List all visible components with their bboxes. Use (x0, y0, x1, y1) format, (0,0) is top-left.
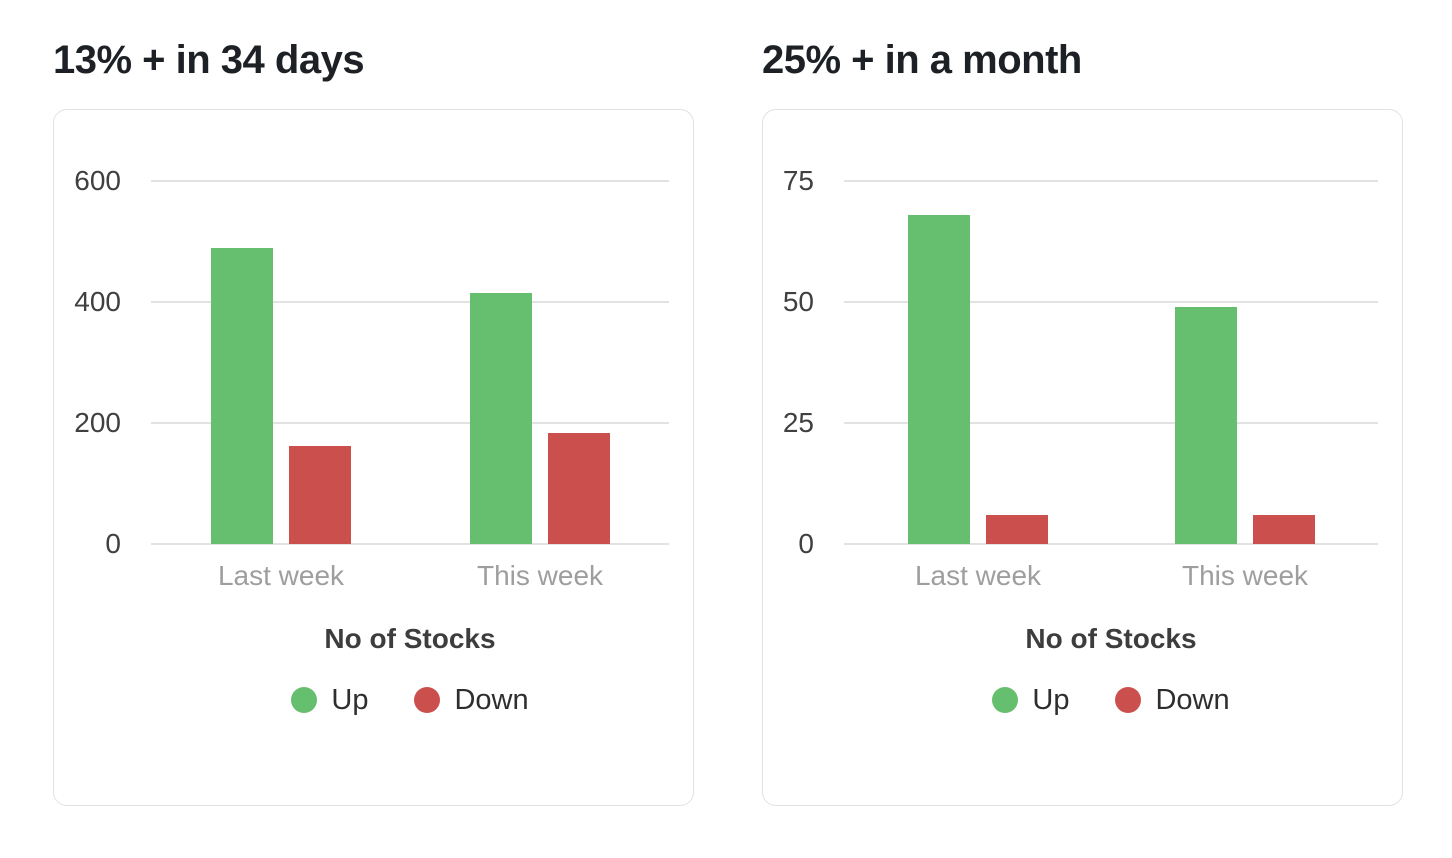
gridline (844, 421, 1378, 424)
category-label: Last week (914, 559, 1042, 591)
chart-panel-1: 13% + in 34 days 0 200 400 600 Last week This… (53, 36, 694, 858)
chart-panel-2: 25% + in a month 0 25 50 75 Last week This we… (762, 36, 1403, 858)
y-tick-label: 0 (798, 527, 814, 559)
bar-chart: 0 200 400 600 Last week This week No of Stocks… (54, 110, 693, 805)
y-tick-label: 0 (105, 527, 121, 559)
chart-card: 0 25 50 75 Last week This week No of Stocks Up D… (762, 108, 1403, 806)
legend-dot-up (992, 686, 1019, 713)
legend-dot-down (414, 686, 441, 713)
y-tick-label: 50 (782, 285, 814, 317)
chart-title: 13% + in 34 days (53, 38, 365, 82)
gridline (151, 421, 669, 424)
gridline (844, 300, 1378, 303)
legend: Up Down (844, 684, 1378, 716)
bar-down-2 (1253, 514, 1315, 544)
bar-down-1 (986, 514, 1048, 544)
legend-item-down[interactable]: Down (414, 683, 529, 716)
gridline (151, 179, 669, 182)
legend-label: Up (1032, 683, 1070, 716)
category-label: This week (1181, 559, 1309, 591)
bar-up-2 (470, 292, 532, 544)
bar-up-1 (211, 247, 273, 544)
bar-up-2 (1175, 306, 1237, 544)
gridline (844, 179, 1378, 182)
legend-item-up[interactable]: Up (992, 684, 1069, 716)
legend-label: Down (1155, 683, 1230, 716)
x-axis-label: No of Stocks (1025, 622, 1197, 654)
chart-title: 25% + in a month (762, 38, 1082, 82)
x-axis-label: No of Stocks (324, 622, 496, 654)
bar-up-1 (908, 214, 970, 544)
legend-dot-up (291, 686, 318, 713)
legend-item-up[interactable]: Up (291, 684, 368, 716)
bar-down-2 (548, 432, 610, 544)
legend: Up Down (151, 684, 669, 716)
chart-card: 0 200 400 600 Last week This week No of Stocks… (53, 108, 694, 806)
y-tick-label: 200 (74, 406, 121, 438)
gridline (151, 300, 669, 303)
legend-label: Up (331, 683, 369, 716)
x-axis-line (151, 542, 669, 545)
bar-chart: 0 25 50 75 Last week This week No of Stocks Up D… (763, 110, 1402, 805)
category-label: Last week (217, 559, 345, 591)
legend-item-down[interactable]: Down (1115, 683, 1230, 716)
bar-down-1 (289, 445, 351, 544)
legend-dot-down (1115, 686, 1142, 713)
category-label: This week (476, 559, 604, 591)
x-axis-line (844, 542, 1378, 545)
y-tick-label: 25 (782, 406, 814, 438)
y-tick-label: 600 (74, 164, 121, 196)
y-tick-label: 400 (74, 285, 121, 317)
y-tick-label: 75 (782, 164, 814, 196)
legend-label: Down (454, 683, 529, 716)
